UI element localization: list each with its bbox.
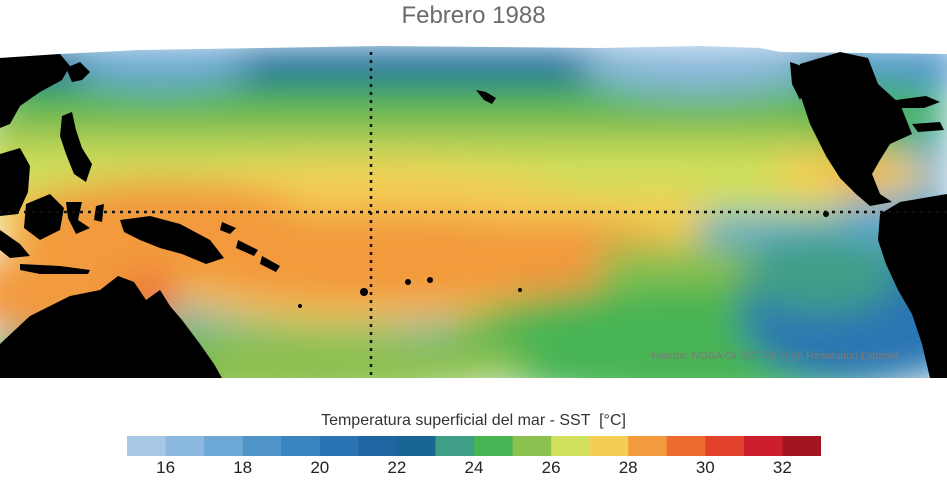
- colorbar-swatch: [512, 436, 552, 456]
- colorbar-label-row: Temperatura superficial del mar - SST [°…: [0, 412, 947, 430]
- colorbar-label: Temperatura superficial del mar - SST: [321, 412, 591, 429]
- borneo: [24, 194, 64, 240]
- colorbar-swatch: [165, 436, 205, 456]
- map-title: Febrero 1988: [401, 2, 546, 29]
- colorbar-swatch: [551, 436, 591, 456]
- sulawesi: [66, 202, 90, 234]
- colorbar-swatch: [204, 436, 244, 456]
- colorbar-ticks: 16 18 20 22 24 26 28 30 32: [0, 458, 947, 480]
- colorbar-swatch: [666, 436, 706, 456]
- colorbar-tick-label: 24: [464, 458, 484, 477]
- colorbar-tick-label: 16: [156, 458, 176, 477]
- reference-lines: [0, 52, 947, 378]
- colorbar-swatch: [782, 436, 821, 456]
- asia-coast: [0, 54, 70, 128]
- colorbar-swatch: [589, 436, 629, 456]
- colorbar-swatch: [396, 436, 436, 456]
- colorbar-swatch: [242, 436, 282, 456]
- australia: [0, 276, 222, 378]
- hawaii: [476, 90, 496, 104]
- colorbar-swatch: [628, 436, 668, 456]
- colorbar-swatch: [705, 436, 745, 456]
- colorbar-swatch: [358, 436, 398, 456]
- sumatra-java: [0, 230, 30, 258]
- colorbar-tick-label: 28: [618, 458, 638, 477]
- taiwan-philippines: [60, 112, 92, 182]
- colorbar-swatch: [281, 436, 321, 456]
- colorbar: [127, 436, 821, 456]
- colorbar-tick-label: 26: [541, 458, 561, 477]
- southeast-asia: [0, 148, 30, 216]
- colorbar-swatch: [319, 436, 359, 456]
- colorbar-swatch: [474, 436, 514, 456]
- colorbar-unit: [°C]: [599, 412, 626, 429]
- source-note: Fuente: NOAA OI SST V2 High Resolution D…: [650, 350, 899, 362]
- colorbar-tick-label: 22: [387, 458, 407, 477]
- colorbar-tick-label: 20: [310, 458, 330, 477]
- land-masses: [0, 52, 947, 378]
- colorbar-swatch: [435, 436, 475, 456]
- south-america: [878, 194, 947, 378]
- japan: [66, 62, 90, 82]
- new-guinea: [120, 216, 224, 264]
- colorbar-tick-label: 30: [695, 458, 715, 477]
- central-america: [800, 52, 912, 206]
- colorbar-unit-spacer: [590, 412, 599, 429]
- colorbar-tick-label: 18: [233, 458, 253, 477]
- colorbar-swatch: [127, 436, 167, 456]
- colorbar-swatch: [743, 436, 783, 456]
- no-data-areas: [0, 44, 947, 58]
- colorbar-tick-label: 32: [772, 458, 792, 477]
- sst-map: [0, 44, 947, 378]
